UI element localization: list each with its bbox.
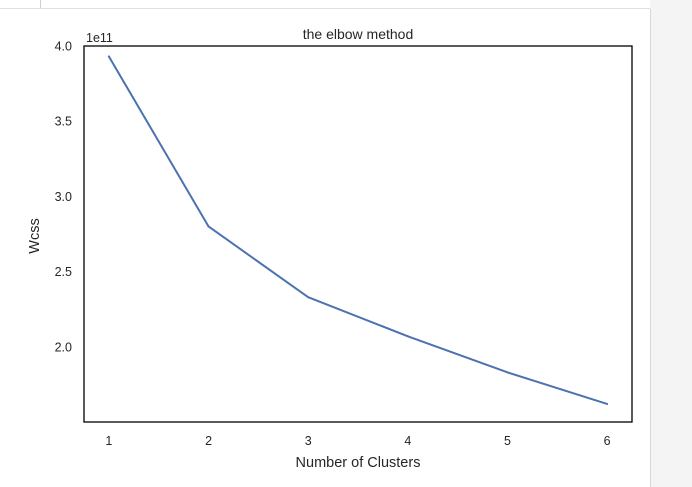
data-points <box>107 55 609 405</box>
data-point <box>606 402 609 405</box>
x-tick-label: 5 <box>504 434 511 448</box>
wcss-series-line <box>107 55 609 405</box>
y-tick-label: 2.5 <box>55 265 72 279</box>
data-point <box>107 55 110 58</box>
x-tick-label: 4 <box>404 434 411 448</box>
y-tick-label: 2.0 <box>55 340 72 354</box>
cell-divider <box>40 0 41 8</box>
x-tick-label: 6 <box>604 434 611 448</box>
data-point <box>307 296 310 299</box>
y-axis-ticks: 2.0 2.5 3.0 3.5 4.0 <box>55 40 72 355</box>
x-tick-label: 2 <box>205 434 212 448</box>
cell-top-strip <box>0 0 692 9</box>
data-point <box>406 335 409 338</box>
data-point <box>506 371 509 374</box>
x-tick-label: 3 <box>305 434 312 448</box>
cell-edge <box>0 0 650 9</box>
x-tick-label: 1 <box>105 434 112 448</box>
y-axis-label: Wcss <box>27 218 43 253</box>
plot-frame <box>83 45 633 423</box>
y-tick-label: 4.0 <box>55 40 72 54</box>
x-axis-label: Number of Clusters <box>296 455 421 471</box>
notebook-output-area <box>0 0 651 487</box>
chart-title: the elbow method <box>303 26 414 42</box>
y-axis-offset-label: 1e11 <box>86 31 113 45</box>
data-point <box>207 225 210 228</box>
x-axis-ticks: 1 2 3 4 5 6 <box>105 434 610 448</box>
y-tick-label: 3.5 <box>55 115 72 129</box>
y-tick-label: 3.0 <box>55 190 72 204</box>
